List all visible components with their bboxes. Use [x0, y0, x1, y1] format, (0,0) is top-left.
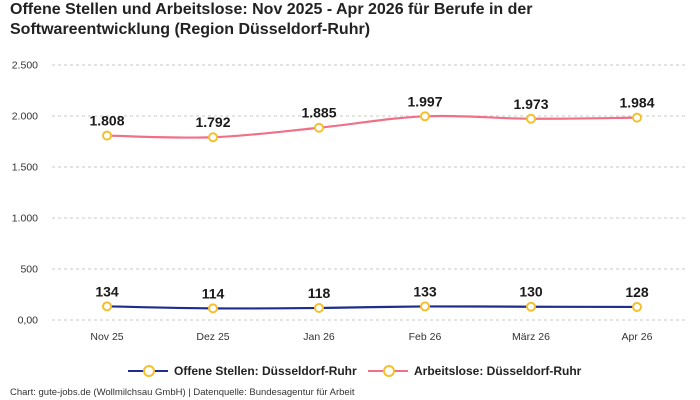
data-point-offene-stellen [526, 301, 536, 312]
y-tick-label: 2.500 [12, 60, 38, 72]
y-tick-label: 2.000 [12, 111, 38, 123]
x-tick-label: Apr 26 [622, 331, 653, 343]
x-tick-label: Nov 25 [90, 331, 123, 343]
data-label-arbeitslose: 1.885 [301, 105, 336, 121]
data-point-offene-stellen [420, 301, 430, 312]
x-tick-label: März 26 [512, 331, 550, 343]
x-tick-label: Feb 26 [409, 331, 442, 343]
data-label-offene-stellen: 133 [413, 283, 437, 299]
data-point-arbeitslose [420, 111, 430, 122]
series-line-offene-stellen [106, 305, 638, 310]
legend-label-offene-stellen: Offene Stellen: Düsseldorf-Ruhr [174, 364, 357, 378]
data-label-offene-stellen: 114 [202, 285, 225, 301]
source-footer: Chart: gute-jobs.de (Wollmilchsau GmbH) … [10, 387, 355, 398]
legend-swatch-arbeitslose [368, 362, 408, 380]
data-label-offene-stellen: 118 [308, 285, 331, 301]
data-point-arbeitslose [208, 132, 218, 143]
data-label-offene-stellen: 134 [95, 283, 119, 299]
y-tick-label: 1.500 [12, 162, 38, 174]
data-point-offene-stellen [208, 303, 218, 314]
data-point-arbeitslose [526, 113, 536, 124]
data-point-arbeitslose [632, 112, 642, 123]
data-label-arbeitslose: 1.792 [195, 114, 230, 130]
data-point-arbeitslose [314, 122, 324, 133]
legend-swatch-offene-stellen [128, 362, 168, 380]
data-point-offene-stellen [102, 301, 112, 312]
legend-label-arbeitslose: Arbeitslose: Düsseldorf-Ruhr [414, 364, 582, 378]
data-point-arbeitslose [102, 130, 112, 141]
data-point-offene-stellen [314, 302, 324, 313]
data-label-offene-stellen: 130 [519, 284, 543, 300]
x-tick-label: Dez 25 [196, 331, 229, 343]
legend-item-offene-stellen[interactable]: Offene Stellen: Düsseldorf-Ruhr [128, 362, 357, 380]
data-label-arbeitslose: 1.984 [619, 95, 654, 111]
chart-title: Offene Stellen und Arbeitslose: Nov 2025… [10, 1, 533, 38]
data-label-offene-stellen: 128 [625, 284, 649, 300]
data-label-arbeitslose: 1.808 [89, 113, 124, 129]
y-tick-label: 500 [20, 264, 38, 276]
data-point-offene-stellen [632, 301, 642, 312]
legend-item-arbeitslose[interactable]: Arbeitslose: Düsseldorf-Ruhr [368, 362, 581, 380]
data-label-arbeitslose: 1.997 [407, 93, 442, 109]
chart-legend: Offene Stellen: Düsseldorf-Ruhr Arbeitsl… [0, 362, 700, 380]
y-tick-label: 0,00 [18, 315, 39, 327]
y-tick-label: 1.000 [12, 213, 38, 225]
data-label-arbeitslose: 1.973 [513, 96, 548, 112]
x-tick-label: Jan 26 [303, 331, 335, 343]
series-line-arbeitslose [106, 114, 638, 139]
